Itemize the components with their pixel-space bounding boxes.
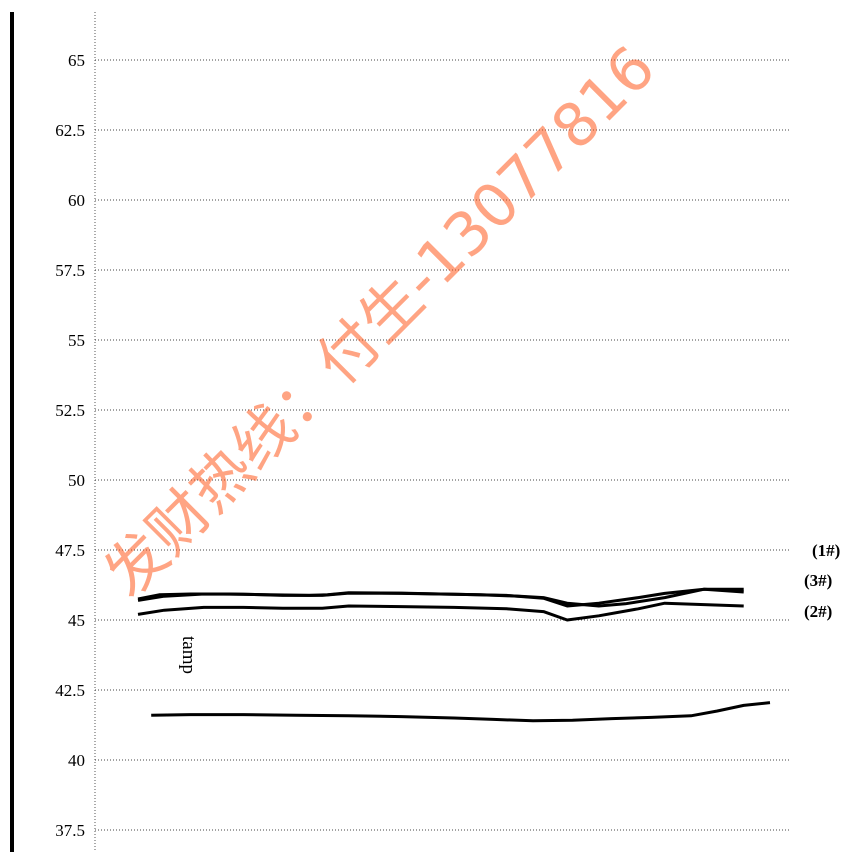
series-line-2 bbox=[137, 601, 744, 622]
y-tick-label: 47.5 bbox=[55, 541, 85, 560]
y-tick-label: 45 bbox=[68, 611, 85, 630]
series-line-3 bbox=[151, 701, 771, 723]
y-tick-label: 55 bbox=[68, 331, 85, 350]
series-lines bbox=[137, 587, 771, 723]
gridlines bbox=[95, 59, 790, 831]
annotations: tamp bbox=[178, 636, 199, 674]
y-tick-label: 40 bbox=[68, 751, 85, 770]
series-line-0 bbox=[137, 587, 744, 608]
legend-entry: (1#) bbox=[812, 541, 840, 560]
y-tick-label: 50 bbox=[68, 471, 85, 490]
y-tick-label: 37.5 bbox=[55, 821, 85, 840]
y-tick-label: 42.5 bbox=[55, 681, 85, 700]
y-tick-label: 62.5 bbox=[55, 121, 85, 140]
y-tick-labels: 65 62.5 60 57.5 55 52.5 50 47.5 45 42.5 40 37.5 bbox=[55, 51, 85, 840]
legend-entry: (3#) bbox=[804, 571, 832, 590]
y-tick-label: 57.5 bbox=[55, 261, 85, 280]
y-tick-label: 65 bbox=[68, 51, 85, 70]
y-tick-label: 52.5 bbox=[55, 401, 85, 420]
y-tick-label: 60 bbox=[68, 191, 85, 210]
series-line-1 bbox=[137, 587, 744, 608]
legend: (1#) (3#) (2#) bbox=[804, 541, 840, 621]
annotation-label: tamp bbox=[178, 636, 199, 674]
watermark-text: 发财热线：付生-13077816 bbox=[91, 33, 669, 611]
legend-entry: (2#) bbox=[804, 602, 832, 621]
watermark: 发财热线：付生-13077816 bbox=[91, 33, 669, 611]
